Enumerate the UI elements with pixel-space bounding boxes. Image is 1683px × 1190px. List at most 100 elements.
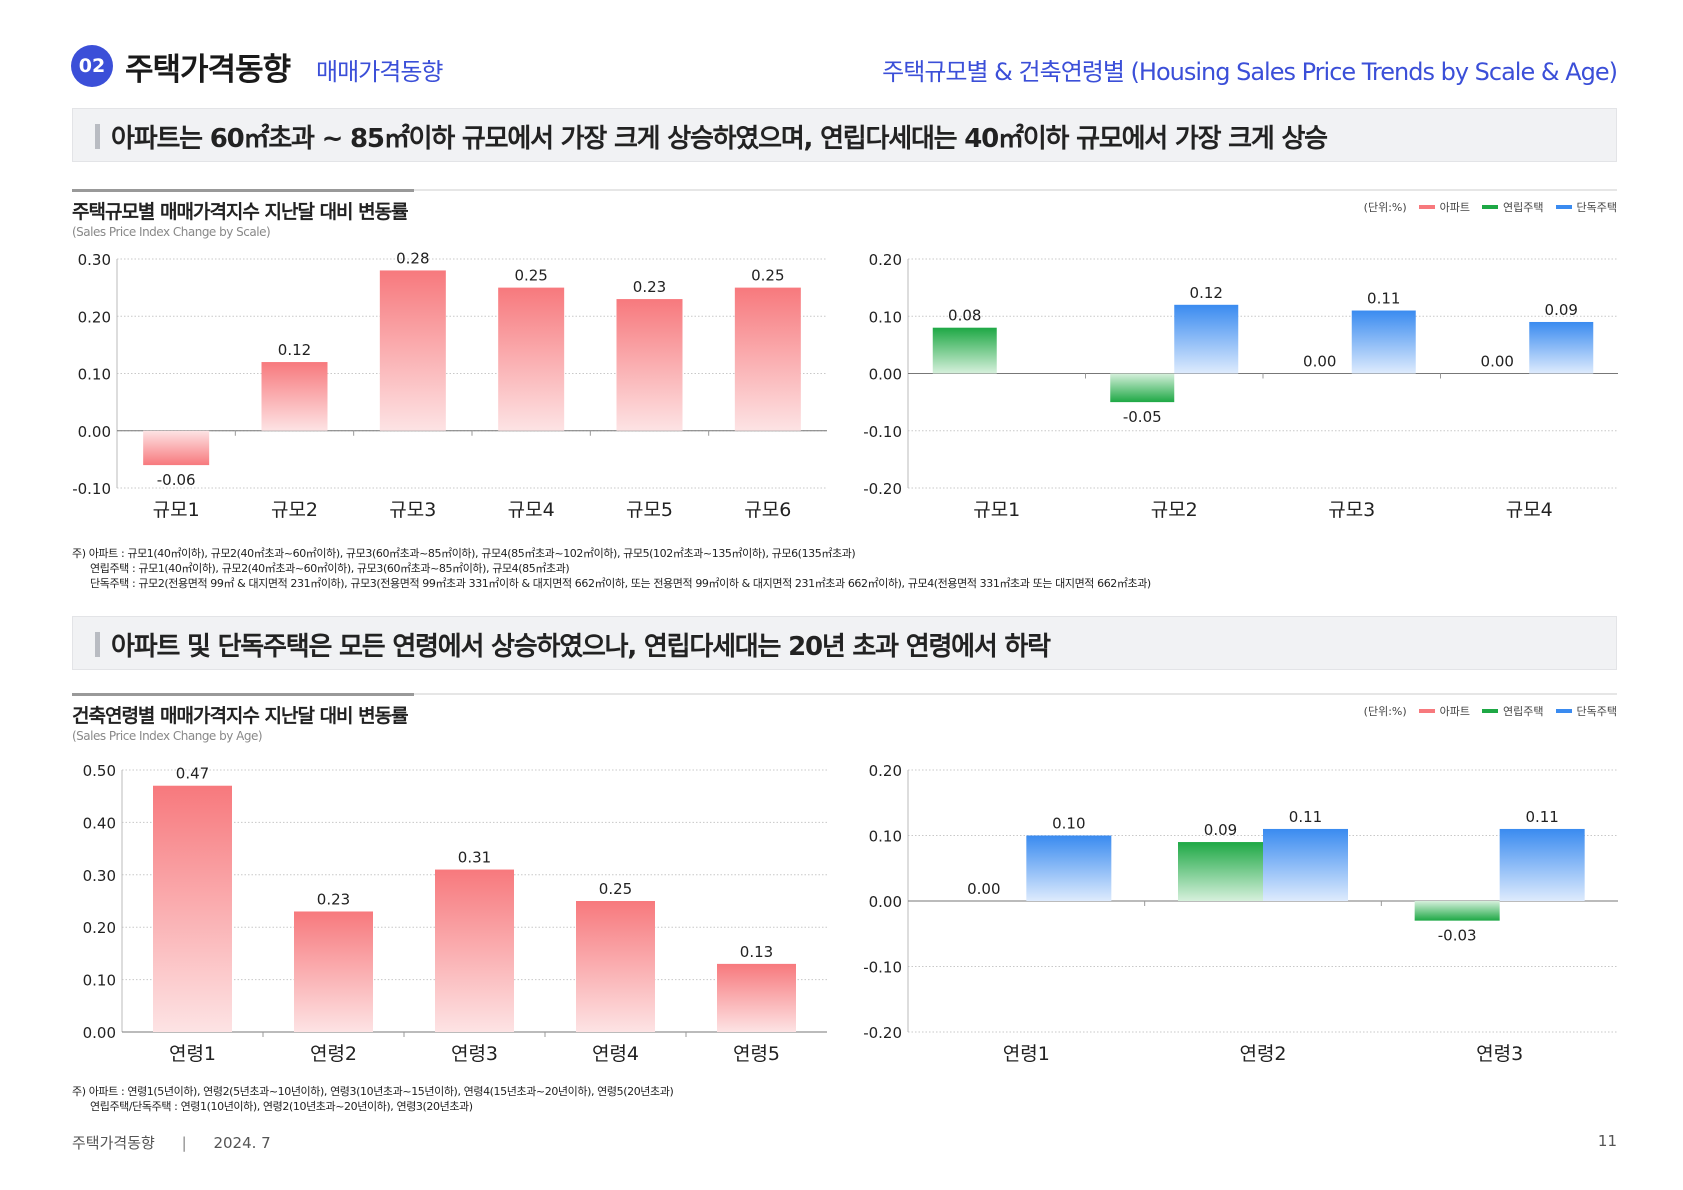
legend-label: 아파트	[1439, 201, 1471, 214]
bar	[1178, 842, 1263, 901]
y-tick-label: -0.20	[863, 1024, 902, 1042]
data-label: 0.12	[1190, 284, 1223, 302]
data-label: 0.12	[278, 341, 311, 359]
bar	[1026, 835, 1112, 901]
y-tick-label: -0.10	[863, 959, 902, 977]
footnote-line: 주) 아파트 : 규모1(40㎡이하), 규모2(40㎡초과~60㎡이하), 규…	[72, 547, 856, 560]
y-tick-label: 0.20	[83, 919, 116, 937]
data-label: -0.06	[157, 471, 196, 489]
footer-date: 2024. 7	[213, 1134, 271, 1152]
section-number-badge: 02	[71, 45, 113, 87]
bar	[1414, 901, 1500, 921]
page-number: 11	[1597, 1132, 1617, 1150]
bar	[1174, 304, 1239, 374]
legend-item-rowhouse: 연립주택	[1482, 199, 1544, 215]
chart-title-scale: 주택규모별 매매가격지수 지난달 대비 변동률	[72, 201, 409, 223]
footnote-line: 주) 아파트 : 연령1(5년이하), 연령2(5년초과~10년이하), 연령3…	[72, 1085, 674, 1098]
y-tick-label: 0.10	[869, 828, 902, 846]
bar	[261, 362, 328, 431]
footer-title: 주택가격동향	[72, 1134, 155, 1152]
section-subtitle: 매매가격동향	[316, 58, 443, 86]
data-label: 0.23	[317, 890, 350, 908]
bar	[435, 869, 514, 1032]
footnote-line: 연립주택 : 규모1(40㎡이하), 규모2(40㎡초과~60㎡이하), 규모3…	[90, 562, 570, 575]
data-label: -0.03	[1438, 927, 1477, 945]
data-label: 0.13	[740, 943, 773, 961]
bar	[576, 901, 655, 1032]
x-tick-label: 규모4	[1506, 499, 1553, 521]
section-title: 주택가격동향	[125, 52, 291, 88]
x-tick-label: 규모3	[1328, 499, 1375, 521]
x-tick-label: 규모1	[973, 499, 1020, 521]
bar	[143, 430, 210, 466]
chart-apartment-by-age: 0.50 0.40 0.30 0.20 0.10 0.00 연령1 0.47 연령2 0.23 연령…	[83, 762, 827, 1065]
data-label: 0.00	[1303, 353, 1336, 371]
y-tick-label: 0.00	[83, 1024, 116, 1042]
bar	[734, 287, 801, 431]
footnote-line: 연립주택/단독주택 : 연령1(10년이하), 연령2(10년초과~20년이하)…	[90, 1100, 473, 1113]
bar	[153, 785, 232, 1032]
data-label: 0.11	[1367, 290, 1400, 308]
bar	[379, 270, 446, 431]
x-tick-label: 연령3	[1476, 1043, 1523, 1065]
legend-1: (단위:%) 아파트 연립주택 단독주택	[1364, 199, 1617, 215]
x-tick-label: 연령5	[733, 1043, 780, 1065]
legend-swatch	[1482, 709, 1499, 713]
y-tick-label: 0.10	[869, 308, 902, 326]
x-tick-label: 규모3	[389, 499, 436, 521]
bar	[498, 287, 565, 431]
y-tick-label: 0.20	[78, 308, 111, 326]
chart-subtitle-scale: (Sales Price Index Change by Scale)	[72, 225, 271, 239]
legend-item-detached: 단독주택	[1555, 703, 1617, 719]
page-topic-title: 주택규모별 & 건축연령별 (Housing Sales Price Trend…	[882, 58, 1618, 86]
y-tick-label: -0.10	[72, 480, 111, 498]
data-label: 0.25	[514, 267, 547, 285]
data-label: 0.47	[176, 765, 209, 783]
headline-banner-2: 아파트 및 단독주택은 모든 연령에서 상승하였으나, 연립다세대는 20년 초…	[72, 616, 1617, 670]
data-label: 0.23	[633, 278, 666, 296]
legend-swatch	[1555, 205, 1572, 209]
legend-swatch	[1482, 205, 1499, 209]
legend-item-apartment: 아파트	[1418, 703, 1471, 719]
unit-label: (단위:%)	[1363, 705, 1407, 718]
legend-label: 단독주택	[1576, 705, 1617, 718]
y-tick-label: 0.30	[78, 251, 111, 269]
data-label: 0.08	[948, 307, 981, 325]
section-rule-2	[72, 693, 1617, 696]
x-tick-label: 연령1	[169, 1043, 216, 1065]
section-rule-1	[72, 189, 1617, 192]
data-label: 0.09	[1204, 821, 1237, 839]
y-tick-label: 0.50	[83, 762, 116, 780]
data-label: 0.11	[1289, 808, 1322, 826]
footnote-scale: 주) 아파트 : 규모1(40㎡이하), 규모2(40㎡초과~60㎡이하), 규…	[72, 546, 1151, 591]
legend-swatch	[1555, 709, 1572, 713]
bar	[1351, 310, 1416, 374]
x-tick-label: 연령1	[1003, 1043, 1050, 1065]
x-tick-label: 연령4	[592, 1043, 639, 1065]
page-footer: 주택가격동향 | 2024. 7	[72, 1132, 271, 1153]
legend-2: (단위:%) 아파트 연립주택 단독주택	[1364, 703, 1617, 719]
footer-separator: |	[181, 1134, 187, 1152]
legend-label: 아파트	[1439, 705, 1471, 718]
data-label: 0.00	[967, 880, 1000, 898]
x-tick-label: 연령2	[1239, 1043, 1286, 1065]
bar	[1499, 828, 1585, 901]
y-tick-label: 0.40	[83, 814, 116, 832]
x-tick-label: 규모4	[508, 499, 555, 521]
data-label: 0.28	[396, 249, 429, 267]
data-label: 0.25	[751, 267, 784, 285]
y-tick-label: 0.10	[78, 366, 111, 384]
footnote-line: 단독주택 : 규모2(전용면적 99㎡ & 대지면적 231㎡이하), 규모3(…	[90, 577, 1151, 590]
y-tick-label: 0.10	[83, 972, 116, 990]
bar	[1263, 828, 1348, 901]
x-tick-label: 연령3	[451, 1043, 498, 1065]
x-tick-label: 연령2	[310, 1043, 357, 1065]
banner-accent-bar	[95, 124, 100, 149]
chart-subtitle-age: (Sales Price Index Change by Age)	[72, 729, 263, 743]
data-label: 0.09	[1545, 301, 1578, 319]
bar	[932, 327, 997, 374]
y-tick-label: 0.30	[83, 867, 116, 885]
legend-item-detached: 단독주택	[1555, 199, 1617, 215]
chart-rowhouse-detached-by-scale: 0.20 0.10 0.00 -0.10 -0.20 규모1 0.08 규모2 -0.05 0.1…	[863, 251, 1618, 521]
